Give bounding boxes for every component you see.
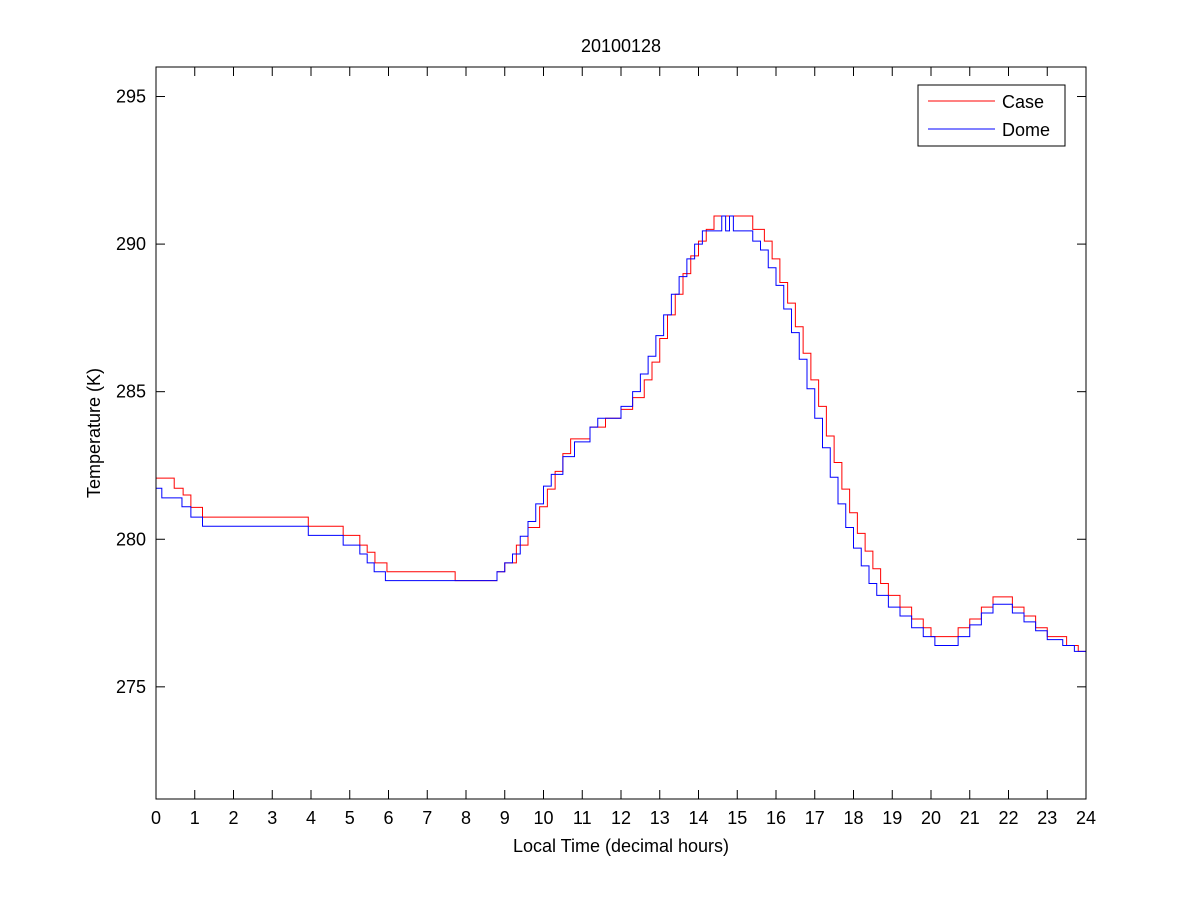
x-tick-label: 3 (267, 808, 277, 828)
x-tick-label: 15 (727, 808, 747, 828)
ticks-layer: 0 1 2 3 4 5 6 7 8 9 10 11 12 13 14 15 16 17 18 19 20 21 22 23 24… (116, 67, 1096, 828)
x-tick-label: 2 (228, 808, 238, 828)
x-tick-label: 6 (383, 808, 393, 828)
y-tick-label: 295 (116, 87, 146, 107)
x-tick-label: 5 (345, 808, 355, 828)
series-layer (156, 215, 1086, 652)
legend-box (917, 84, 1066, 147)
x-tick-label: 18 (843, 808, 863, 828)
x-tick-label: 14 (688, 808, 708, 828)
legend-label-dome: Dome (1002, 120, 1050, 140)
y-tick-label: 285 (116, 382, 146, 402)
x-tick-label: 10 (533, 808, 553, 828)
legend-label-case: Case (1002, 92, 1044, 112)
x-tick-label: 7 (422, 808, 432, 828)
x-tick-label: 17 (805, 808, 825, 828)
x-tick-label: 16 (766, 808, 786, 828)
x-tick-label: 21 (960, 808, 980, 828)
x-tick-label: 24 (1076, 808, 1096, 828)
series-line-case (156, 215, 1086, 652)
x-tick-label: 22 (998, 808, 1018, 828)
y-axis-label: Temperature (K) (84, 368, 104, 498)
x-tick-label: 12 (611, 808, 631, 828)
x-tick-label: 20 (921, 808, 941, 828)
x-tick-label: 23 (1037, 808, 1057, 828)
x-tick-label: 9 (500, 808, 510, 828)
x-tick-label: 1 (190, 808, 200, 828)
x-tick-label: 8 (461, 808, 471, 828)
y-tick-label: 280 (116, 529, 146, 549)
x-tick-label: 4 (306, 808, 316, 828)
legend: Case Dome (917, 84, 1066, 147)
x-axis-label: Local Time (decimal hours) (513, 836, 729, 856)
x-tick-label: 13 (650, 808, 670, 828)
x-tick-label: 0 (151, 808, 161, 828)
plot-frame (155, 66, 1087, 800)
x-tick-label: 11 (573, 808, 592, 828)
y-tick-label: 275 (116, 677, 146, 697)
x-tick-label: 19 (882, 808, 902, 828)
y-tick-label: 290 (116, 234, 146, 254)
chart-title: 20100128 (581, 36, 661, 56)
series-line-dome (156, 215, 1086, 652)
